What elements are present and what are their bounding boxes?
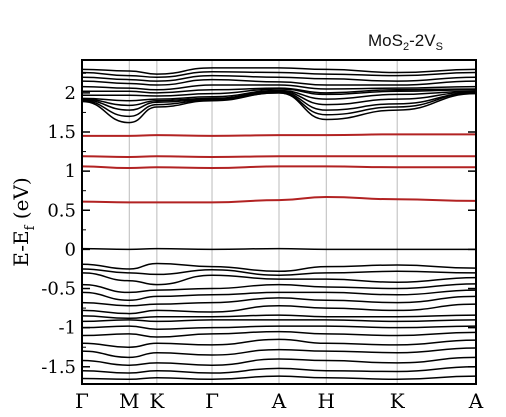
kpoint-label: K — [149, 389, 165, 413]
band-line — [81, 89, 477, 102]
kpoint-label: M — [119, 389, 139, 413]
chart-title-mid: -2V — [409, 31, 436, 50]
band-line — [81, 325, 477, 330]
chart-title-sub1: 2 — [403, 41, 409, 53]
kpoint-label: H — [318, 389, 335, 413]
y-axis-label-sub: f — [23, 224, 38, 230]
band-line — [81, 347, 477, 359]
y-tick-label: 1 — [65, 161, 76, 182]
y-tick-label: 2 — [65, 83, 76, 104]
y-tick-label: 0.5 — [47, 200, 76, 221]
defect-band-line — [81, 165, 476, 170]
band-line — [81, 295, 477, 307]
y-axis: -1.5 -1 -0.5 0 0.5 1 1.5 2 — [41, 72, 476, 378]
defect-band-line — [81, 195, 477, 204]
chart-title: MoS2-2VS — [368, 31, 443, 53]
chart-title-sub2: S — [436, 41, 443, 53]
band-line — [81, 262, 477, 273]
band-line — [81, 90, 477, 107]
chart-title-base: MoS — [368, 31, 403, 50]
kpoint-label: K — [390, 389, 406, 413]
defect-band-line — [81, 155, 476, 159]
band-lines — [81, 67, 477, 381]
y-tick-label: 0 — [65, 239, 76, 260]
y-axis-label-main: E-E — [9, 230, 33, 266]
y-axis-label-tail: (eV) — [9, 177, 33, 225]
band-line — [82, 87, 477, 94]
y-tick-label: 1.5 — [47, 122, 76, 143]
kpoint-label: Γ — [75, 389, 89, 413]
band-line — [81, 268, 477, 276]
band-line — [81, 92, 477, 124]
band-line — [81, 289, 477, 302]
band-line — [81, 283, 477, 294]
band-line — [81, 375, 477, 381]
band-line — [81, 84, 477, 91]
band-line — [81, 314, 477, 320]
y-axis-label: E-Ef (eV) — [9, 177, 38, 266]
band-line — [81, 70, 477, 78]
band-line — [81, 366, 477, 374]
y-tick-label: -1.5 — [41, 357, 76, 378]
band-line — [81, 91, 477, 111]
y-tick-label: -0.5 — [41, 279, 76, 300]
band-line — [82, 88, 477, 97]
defect-band-lines — [81, 133, 477, 204]
band-line — [81, 356, 477, 366]
band-line — [81, 272, 477, 286]
band-line — [81, 338, 477, 348]
kpoint-label: A — [271, 389, 287, 413]
band-line — [81, 330, 477, 338]
defect-band-line — [82, 133, 476, 137]
y-tick-label: -1 — [58, 318, 76, 339]
kpoint-lines — [128, 60, 398, 384]
kpoint-label: Γ — [205, 389, 219, 413]
band-line — [81, 78, 477, 86]
band-line — [81, 319, 477, 323]
band-line — [81, 67, 477, 75]
band-line — [81, 74, 477, 82]
band-line — [81, 247, 476, 251]
kpoint-label: A — [468, 389, 484, 413]
plot-frame — [81, 59, 477, 385]
band-line — [81, 303, 477, 315]
